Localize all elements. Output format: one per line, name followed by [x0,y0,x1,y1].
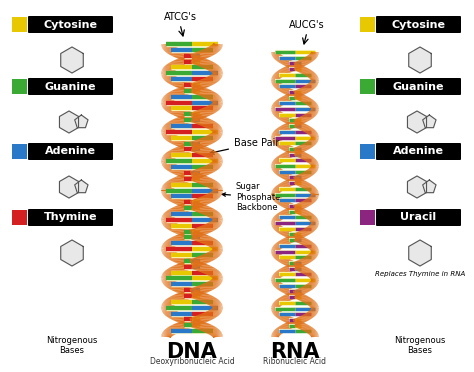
Polygon shape [75,115,88,128]
Polygon shape [409,47,431,73]
Polygon shape [61,240,83,266]
FancyBboxPatch shape [376,143,461,160]
Text: Nitrogenous
Bases: Nitrogenous Bases [394,336,446,355]
Bar [360,144,375,159]
Bar [360,79,375,94]
Polygon shape [408,111,427,133]
Polygon shape [409,240,431,266]
Text: RNA: RNA [270,342,320,362]
Text: Cytosine: Cytosine [392,19,446,29]
Text: Thymine: Thymine [44,212,97,222]
FancyBboxPatch shape [376,78,461,95]
Text: Uracil: Uracil [401,212,437,222]
Text: Sugar
Phosphate
Backbone: Sugar Phosphate Backbone [222,182,281,212]
Text: Ribonucleic Acid: Ribonucleic Acid [264,357,327,366]
FancyBboxPatch shape [28,209,113,226]
FancyBboxPatch shape [376,209,461,226]
Text: Cytosine: Cytosine [44,19,98,29]
Text: Adenine: Adenine [393,147,444,157]
Polygon shape [61,47,83,73]
Text: Nitrogenous
Bases: Nitrogenous Bases [46,336,98,355]
Text: Guanine: Guanine [45,81,96,92]
Bar [12,210,27,225]
Polygon shape [408,176,427,198]
Polygon shape [59,176,79,198]
FancyBboxPatch shape [28,78,113,95]
Text: DNA: DNA [167,342,218,362]
FancyBboxPatch shape [28,143,113,160]
Bar [360,17,375,32]
Bar [12,144,27,159]
Text: Base Pair: Base Pair [210,138,279,154]
Polygon shape [423,180,436,193]
Bar [12,17,27,32]
Polygon shape [423,115,436,128]
Polygon shape [59,111,79,133]
Bar [360,210,375,225]
Text: AUCG's: AUCG's [289,20,325,30]
Polygon shape [75,180,88,193]
Text: Adenine: Adenine [45,147,96,157]
Text: Replaces Thymine in RNA: Replaces Thymine in RNA [375,271,465,277]
Text: ATCG's: ATCG's [164,12,197,22]
Text: Guanine: Guanine [393,81,444,92]
FancyBboxPatch shape [376,16,461,33]
Text: Deoxyribonucleic Acid: Deoxyribonucleic Acid [150,357,234,366]
Bar [12,79,27,94]
FancyBboxPatch shape [28,16,113,33]
